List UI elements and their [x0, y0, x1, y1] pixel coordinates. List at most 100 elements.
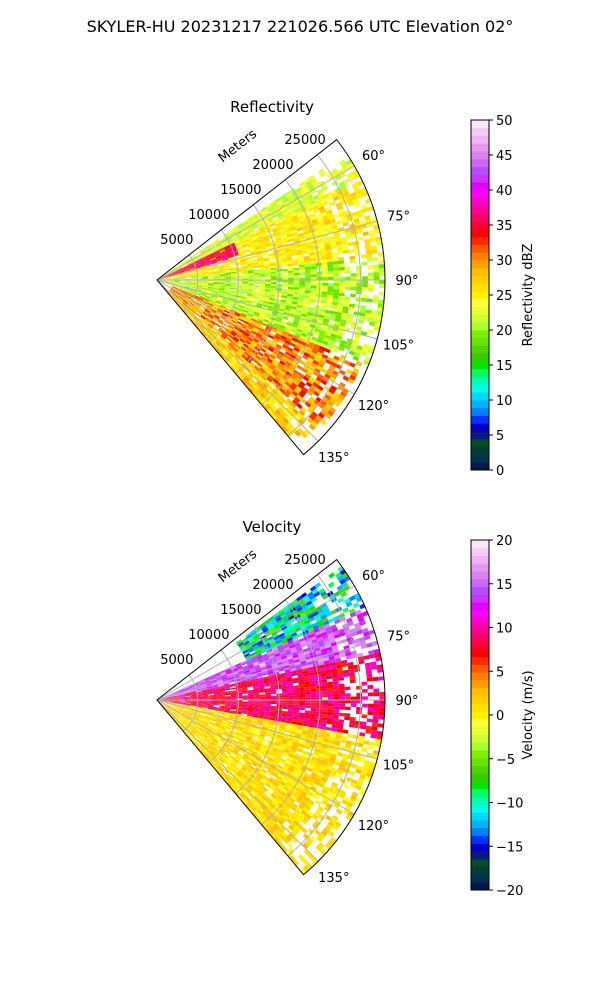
data-cell: [299, 287, 305, 291]
data-cell: [220, 315, 227, 320]
data-cell: [207, 288, 214, 291]
data-cell: [224, 287, 231, 289]
data-cell: [247, 266, 254, 269]
data-cell: [293, 289, 300, 293]
data-cell: [218, 265, 225, 268]
data-cell: [237, 306, 244, 310]
data-cell: [282, 365, 289, 372]
data-cell: [372, 224, 380, 230]
data-cell: [218, 307, 224, 311]
data-cell: [258, 386, 264, 393]
data-cell: [193, 315, 199, 320]
data-cell: [258, 296, 264, 299]
data-cell: [258, 241, 265, 245]
data-cell: [202, 276, 209, 278]
data-cell: [190, 273, 197, 275]
data-cell: [179, 274, 185, 276]
data-cell: [242, 343, 249, 349]
data-cell: [331, 304, 338, 309]
data-cell: [333, 355, 340, 361]
data-cell: [218, 293, 224, 296]
data-cell: [348, 723, 355, 728]
data-cell: [280, 322, 287, 327]
data-cell: [203, 298, 210, 302]
data-cell: [168, 281, 174, 283]
data-cell: [339, 196, 346, 202]
data-cell: [262, 320, 269, 325]
data-cell: [178, 287, 184, 290]
data-cell: [207, 285, 214, 287]
data-cell: [218, 269, 225, 272]
data-cell: [276, 199, 283, 205]
data-cell: [322, 691, 328, 695]
data-cell: [178, 271, 185, 274]
data-cell: [304, 401, 312, 408]
data-cell: [341, 315, 348, 321]
data-cell: [253, 271, 260, 274]
data-cell: [195, 321, 200, 327]
data-cell: [305, 205, 312, 211]
data-cell: [350, 696, 357, 700]
data-cell: [318, 314, 325, 319]
data-cell: [207, 272, 214, 274]
data-cell: [243, 221, 249, 226]
data-cell: [202, 272, 208, 275]
data-cell: [267, 347, 274, 353]
data-cell: [306, 370, 313, 377]
data-cell: [245, 316, 252, 320]
data-cell: [297, 254, 304, 258]
data-cell: [290, 306, 297, 310]
data-cell: [293, 707, 300, 710]
data-cell: [300, 222, 307, 228]
data-cell: [233, 355, 239, 361]
data-cell: [252, 384, 259, 391]
data-cell: [315, 387, 322, 394]
data-cell: [304, 362, 311, 368]
data-cell: [315, 415, 323, 422]
data-cell: [253, 276, 260, 279]
data-cell: [323, 217, 330, 223]
data-cell: [222, 257, 228, 260]
data-cell: [196, 287, 202, 290]
data-cell: [178, 296, 184, 301]
data-cell: [182, 265, 188, 268]
data-cell: [264, 295, 270, 298]
data-cell: [241, 288, 248, 292]
data-cell: [364, 316, 371, 322]
data-cell: [254, 336, 260, 342]
data-cell: [224, 290, 231, 293]
data-cell: [252, 263, 259, 267]
data-cell: [207, 271, 214, 273]
data-cell: [219, 275, 226, 277]
data-cell: [196, 284, 203, 287]
data-cell: [338, 260, 345, 265]
data-cell: [196, 275, 203, 277]
data-cell: [373, 272, 380, 277]
data-cell: [239, 347, 245, 353]
data-cell: [298, 292, 305, 296]
data-cell: [202, 286, 208, 288]
data-cell: [261, 346, 268, 351]
data-cell: [349, 255, 356, 260]
data-cell: [259, 696, 266, 699]
data-cell: [191, 277, 197, 279]
data-cell: [219, 271, 225, 274]
data-cell: [215, 302, 221, 306]
data-cell: [290, 250, 297, 254]
data-cell: [230, 283, 237, 286]
data-cell: [201, 287, 208, 289]
data-cell: [183, 268, 190, 271]
data-cell: [327, 400, 334, 407]
data-cell: [271, 280, 277, 283]
data-cell: [271, 370, 278, 377]
data-cell: [233, 240, 240, 244]
data-cell: [350, 283, 357, 287]
data-cell: [197, 319, 203, 325]
data-cell: [249, 361, 256, 368]
data-cell: [202, 273, 208, 276]
data-cell: [260, 392, 266, 399]
data-cell: [319, 247, 326, 252]
data-cell: [250, 234, 256, 239]
data-cell: [297, 256, 304, 261]
data-cell: [273, 337, 280, 342]
